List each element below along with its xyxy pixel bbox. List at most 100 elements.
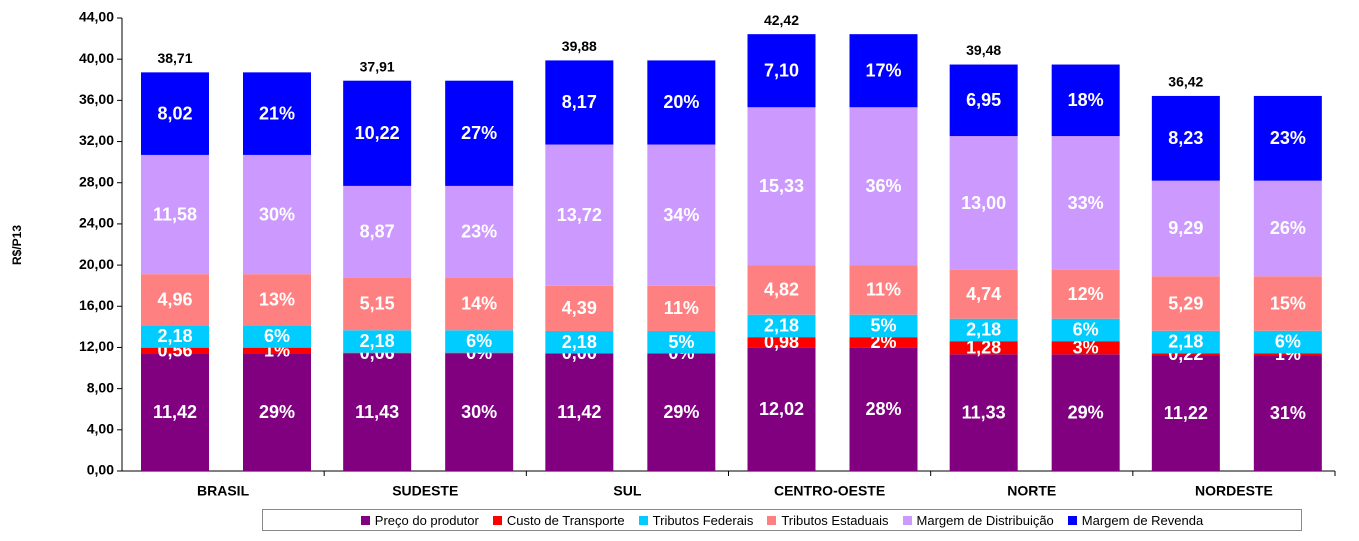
- bar-segment: [1253, 355, 1322, 471]
- segment-label: 14%: [461, 294, 497, 314]
- segment-label: 6%: [466, 331, 492, 351]
- segment-label: 11%: [866, 280, 901, 300]
- bar-segment: [1051, 318, 1120, 342]
- bar-segment: [1253, 180, 1322, 277]
- x-tick-label: SUL: [613, 483, 641, 499]
- legend-swatch: [638, 515, 648, 525]
- legend-swatch: [1067, 515, 1077, 525]
- segment-label: 2,18: [360, 331, 395, 351]
- bar-segment: [141, 353, 209, 471]
- segment-label: 15%: [1270, 293, 1306, 313]
- legend-item: Margem de Revenda: [1067, 512, 1204, 528]
- bar-segment: [949, 269, 1018, 319]
- segment-label: 30%: [259, 204, 295, 224]
- bar-segment: [647, 144, 716, 286]
- bar-segment: [445, 330, 514, 353]
- bar-segment: [445, 277, 514, 331]
- bar-segment: [1151, 353, 1220, 356]
- segment-label: 10,22: [355, 123, 400, 143]
- bar-segment: [747, 347, 816, 471]
- bar-segment: [141, 325, 209, 348]
- chart: R$/P13 0,00 4,00 8,00 12,00 16,00 20,00 24,00 2…: [10, 9, 1336, 499]
- bar-segment: [1151, 95, 1220, 181]
- y-tick-label: 16,00: [79, 297, 114, 313]
- segment-label: 9,29: [1168, 218, 1203, 238]
- segment-label: 6%: [264, 326, 290, 346]
- bar-segment: [849, 265, 918, 315]
- bar-segment: [445, 352, 514, 354]
- bar-segment: [1051, 64, 1120, 137]
- bar-segment: [949, 341, 1018, 355]
- bar-segment: [141, 154, 209, 275]
- legend-item: Custo de Transporte: [492, 512, 625, 528]
- bar-segment: [141, 347, 209, 354]
- bar-segment: [1151, 276, 1220, 331]
- y-axis-label: R$/P13: [10, 225, 24, 265]
- segment-label: 11,42: [153, 402, 197, 422]
- segment-label: 6%: [1073, 320, 1099, 340]
- total-label: 39,48: [966, 42, 1001, 58]
- bar-segment: [343, 330, 412, 353]
- bar-segment: [343, 353, 412, 471]
- bar-segment: [949, 136, 1018, 270]
- y-tick-label: 20,00: [79, 256, 114, 272]
- y-tick-label: 28,00: [79, 173, 114, 189]
- bar-segment: [243, 325, 311, 348]
- bar-segment: [243, 154, 311, 275]
- bar-segment: [141, 274, 209, 326]
- bar-segment: [1253, 276, 1322, 331]
- segment-label: 6,95: [966, 90, 1001, 110]
- bar-segment: [647, 285, 716, 331]
- total-label: 37,91: [360, 58, 395, 74]
- segment-label: 11%: [664, 298, 699, 318]
- legend-swatch: [767, 515, 777, 525]
- segment-label: 3%: [1073, 338, 1099, 358]
- bar-segment: [343, 352, 412, 354]
- bar-segment: [343, 185, 412, 278]
- legend-label: Custo de Transporte: [506, 512, 625, 528]
- total-label: 42,42: [764, 12, 799, 28]
- x-tick-label: NORTE: [1007, 483, 1056, 499]
- y-tick-label: 8,00: [87, 379, 114, 395]
- segment-label: 11,43: [355, 402, 399, 422]
- bar-segment: [949, 318, 1018, 342]
- bar-segment: [243, 353, 311, 471]
- bar-segment: [747, 34, 816, 108]
- bar-segment: [343, 277, 412, 331]
- bar-segment: [1051, 136, 1120, 270]
- y-tick-label: 4,00: [87, 421, 114, 437]
- segment-label: 20%: [663, 92, 699, 112]
- segment-label: 5,29: [1168, 293, 1203, 313]
- bar-segment: [141, 72, 209, 155]
- legend-label: Margem de Revenda: [1081, 512, 1204, 528]
- legend-swatch: [492, 515, 502, 525]
- legend-item: Tributos Federais: [638, 513, 753, 528]
- segment-label: 5,15: [360, 294, 395, 314]
- segment-label: 4,39: [562, 298, 597, 318]
- segment-label: 12%: [1068, 284, 1104, 304]
- bar-segment: [1253, 330, 1322, 354]
- bar-segment: [849, 337, 918, 348]
- segment-label: 23%: [461, 221, 497, 241]
- bar-segment: [849, 314, 918, 338]
- bar-segment: [1253, 353, 1322, 356]
- segment-label: 7,10: [764, 60, 799, 80]
- segment-label: 8,87: [360, 221, 395, 241]
- segment-label: 13,72: [557, 205, 602, 225]
- segment-label: 5%: [668, 332, 694, 352]
- y-tick-label: 24,00: [79, 215, 114, 231]
- segment-label: 11,58: [153, 204, 197, 224]
- x-tick-label: SUDESTE: [392, 483, 458, 499]
- bar-segment: [1151, 330, 1220, 354]
- bar-segment: [747, 337, 816, 348]
- bar-segment: [949, 64, 1018, 137]
- y-tick-label: 0,00: [87, 462, 114, 478]
- bar-segment: [747, 107, 816, 266]
- legend-item: Margem de Distribuição: [902, 513, 1054, 528]
- bar-segment: [445, 353, 514, 471]
- segment-label: 2,18: [157, 326, 192, 346]
- segment-label: 2,18: [966, 320, 1001, 340]
- y-tick-label: 36,00: [79, 91, 114, 107]
- segment-label: 29%: [663, 402, 699, 422]
- segment-label: 4,96: [157, 289, 192, 309]
